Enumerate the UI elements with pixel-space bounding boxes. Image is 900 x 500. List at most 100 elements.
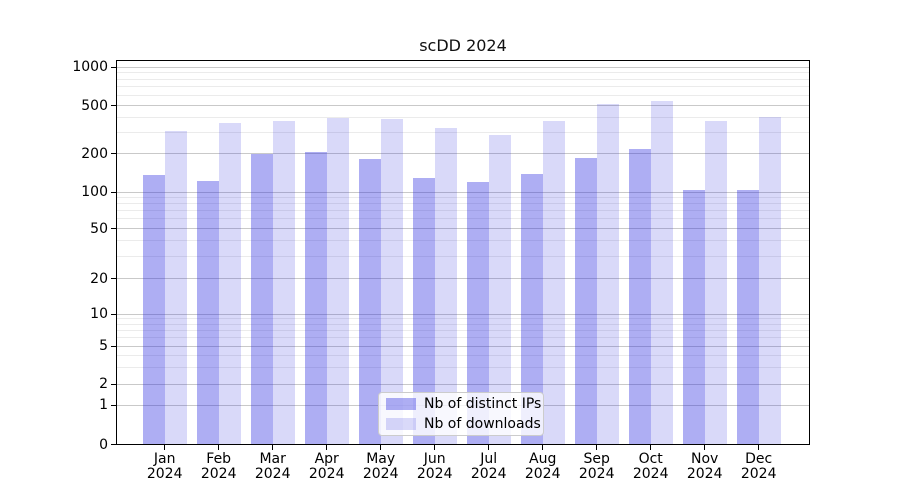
x-tick-mark	[326, 445, 328, 450]
bar-distinct-ips	[574, 158, 597, 444]
x-tick-mark	[218, 445, 220, 450]
y-tick-mark	[111, 66, 117, 68]
y-gridline-minor	[117, 116, 809, 118]
y-gridline-major	[117, 345, 809, 347]
y-gridline-minor	[117, 203, 809, 205]
x-tick-label: Oct 2024	[632, 451, 669, 482]
y-gridline-major	[117, 153, 809, 154]
y-gridline-minor	[117, 354, 809, 356]
y-tick-label: 100	[81, 184, 108, 200]
bar-distinct-ips	[142, 175, 165, 444]
y-gridline-minor	[117, 78, 809, 80]
x-tick-mark	[380, 445, 382, 450]
y-gridline-major	[117, 313, 809, 315]
y-gridline-minor	[117, 94, 809, 96]
y-gridline-minor	[117, 210, 809, 212]
bar-downloads	[380, 118, 403, 444]
chart-title: scDD 2024	[419, 36, 507, 55]
y-tick-label: 200	[81, 145, 108, 162]
y-tick-label: 20	[90, 270, 108, 287]
y-tick-mark	[111, 383, 117, 385]
y-gridline-minor	[117, 329, 809, 331]
legend-swatch-distinct-ips	[386, 398, 416, 410]
y-gridline-major	[117, 66, 809, 68]
x-tick-label: Sep 2024	[578, 451, 615, 482]
y-gridline-minor	[117, 323, 809, 325]
x-tick-label: Apr 2024	[308, 451, 345, 482]
legend-item-downloads: Nb of downloads	[386, 415, 541, 433]
x-tick-mark	[758, 445, 760, 450]
bar-downloads	[650, 101, 673, 444]
legend-label-downloads: Nb of downloads	[424, 416, 541, 432]
y-tick-label: 50	[90, 220, 108, 237]
y-gridline-minor	[117, 240, 809, 242]
y-gridline-minor	[117, 337, 809, 339]
bar-downloads	[164, 131, 187, 444]
y-gridline-minor	[117, 218, 809, 220]
x-tick-mark	[272, 445, 274, 450]
bar-distinct-ips	[466, 181, 489, 444]
bar-distinct-ips	[412, 177, 435, 444]
x-tick-label: Jan 2024	[146, 451, 183, 482]
bar-distinct-ips	[736, 189, 759, 444]
x-tick-label: Dec 2024	[740, 451, 777, 482]
x-tick-mark	[434, 445, 436, 450]
bar-downloads	[596, 103, 619, 444]
x-tick-mark	[650, 445, 652, 450]
y-gridline-minor	[117, 255, 809, 257]
y-gridline-minor	[117, 86, 809, 88]
x-tick-mark	[542, 445, 544, 450]
x-tick-label: Feb 2024	[200, 451, 237, 482]
x-tick-label: Jul 2024	[470, 451, 507, 482]
legend-item-distinct-ips: Nb of distinct IPs	[386, 395, 541, 413]
y-tick-mark	[111, 313, 117, 315]
y-gridline-major	[117, 191, 809, 193]
bar-distinct-ips	[520, 174, 543, 444]
x-tick-mark	[488, 445, 490, 450]
x-tick-label: May 2024	[362, 451, 399, 482]
y-gridline-minor	[117, 366, 809, 368]
bar-downloads	[218, 123, 241, 444]
bar-downloads	[434, 127, 457, 444]
y-tick-label: 10	[90, 306, 108, 322]
bar-downloads	[272, 120, 295, 444]
y-tick-mark	[111, 105, 117, 106]
x-tick-label: Jun 2024	[416, 451, 453, 482]
x-tick-label: Nov 2024	[686, 451, 723, 482]
y-gridline-minor	[117, 197, 809, 199]
y-tick-mark	[111, 191, 117, 193]
bar-distinct-ips	[250, 153, 273, 444]
y-tick-label: 1	[99, 397, 108, 413]
bar-distinct-ips	[682, 190, 705, 444]
y-gridline-major	[117, 228, 809, 229]
bar-downloads	[542, 120, 565, 444]
y-tick-mark	[111, 153, 117, 154]
x-tick-label: Aug 2024	[524, 451, 561, 482]
x-tick-mark	[704, 445, 706, 450]
y-tick-mark	[111, 278, 117, 279]
legend-box: Nb of distinct IPs Nb of downloads	[378, 392, 544, 436]
bar-distinct-ips	[358, 159, 381, 444]
y-gridline-major	[117, 278, 809, 279]
y-tick-mark	[111, 228, 117, 229]
legend-label-distinct-ips: Nb of distinct IPs	[424, 396, 542, 412]
bar-downloads	[326, 117, 349, 444]
y-tick-label: 2	[99, 376, 108, 392]
y-gridline-minor	[117, 131, 809, 133]
x-tick-label: Mar 2024	[254, 451, 291, 482]
y-tick-label: 500	[81, 97, 108, 114]
y-gridline-minor	[117, 72, 809, 74]
bar-distinct-ips	[196, 180, 219, 444]
y-tick-mark	[111, 404, 117, 406]
bar-distinct-ips	[628, 148, 651, 444]
legend-swatch-downloads	[386, 418, 416, 430]
x-tick-mark	[596, 445, 598, 450]
y-gridline-major	[117, 105, 809, 106]
y-tick-label: 5	[99, 338, 108, 354]
y-gridline-minor	[117, 318, 809, 320]
y-tick-mark	[111, 444, 117, 445]
x-tick-mark	[164, 445, 166, 450]
bar-distinct-ips	[304, 151, 327, 444]
bar-downloads	[758, 116, 781, 444]
